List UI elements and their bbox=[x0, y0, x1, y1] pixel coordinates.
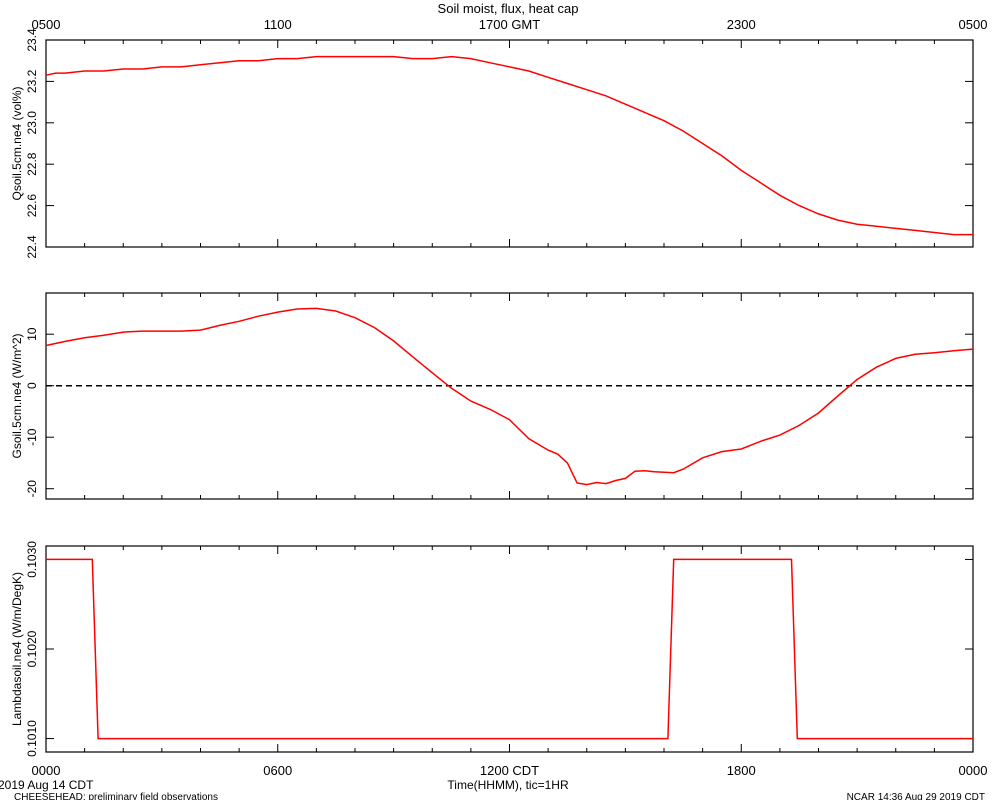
top-axis-label: 0500 bbox=[959, 17, 988, 32]
panel-frame bbox=[45, 292, 974, 500]
top-axis-label: 1700 GMT bbox=[479, 17, 540, 32]
panel-soil-heat-flux-ylabel: Gsoil.5cm.ne4 (W/m^2) bbox=[10, 334, 24, 459]
panel-soil-moisture-ylabel: Qsoil.5cm.ne4 (vol%) bbox=[10, 86, 24, 200]
panel-soil-heat-flux-ytick-labels: -20 -10 0 10 bbox=[25, 327, 39, 497]
soil-moisture-line bbox=[45, 55, 973, 236]
y-tick-label: 10 bbox=[25, 327, 39, 341]
panel-thermal-conductivity-ytick-labels: 0.1010 0.1020 0.1030 bbox=[25, 541, 39, 757]
panel-soil-moisture: 22.4 22.6 22.8 23.0 23.2 23.4 Qsoil.5cm.ne4 (… bbox=[10, 28, 974, 259]
y-tick-label: 22.8 bbox=[25, 152, 39, 176]
bottom-axis-label: 0000 bbox=[32, 763, 61, 778]
bottom-axis-label: 0600 bbox=[263, 763, 292, 778]
footer-project: CHEESEHEAD: preliminary field observatio… bbox=[14, 792, 218, 800]
bottom-axis-label: 1800 bbox=[727, 763, 756, 778]
top-axis-label: 0500 bbox=[32, 17, 61, 32]
y-tick-label: 0.1030 bbox=[25, 541, 39, 578]
panel-soil-heat-flux: -20 -10 0 10 Gsoil.5cm.ne4 (W/m^2) bbox=[10, 292, 974, 500]
bottom-axis-label: 0000 bbox=[959, 763, 988, 778]
chart-title: Soil moist, flux, heat cap bbox=[438, 1, 579, 16]
panel-thermal-conductivity: 0.1010 0.1020 0.1030 Lambdasoil.ne4 (W/m/D… bbox=[10, 541, 974, 757]
x-axis-label: Time(HHMM), tic=1HR bbox=[447, 778, 569, 792]
soil-heat-flux-line bbox=[45, 307, 974, 486]
y-tick-label: 22.4 bbox=[25, 235, 39, 259]
y-tick-label: -20 bbox=[25, 480, 39, 498]
footer-stamp: NCAR 14:36 Aug 29 2019 CDT bbox=[847, 792, 985, 800]
y-tick-label: 23.2 bbox=[25, 69, 39, 93]
bottom-axis-label: 1200 CDT bbox=[480, 763, 539, 778]
y-tick-label: 0 bbox=[25, 382, 39, 389]
y-tick-label: 22.6 bbox=[25, 194, 39, 218]
panel-soil-moisture-ticks bbox=[45, 39, 974, 248]
panel-frame bbox=[45, 545, 974, 753]
footer-date: 2019 Aug 14 CDT bbox=[0, 778, 94, 792]
top-axis-labels: 0500 1100 1700 GMT 2300 0500 bbox=[32, 17, 988, 32]
top-axis-label: 1100 bbox=[264, 17, 292, 32]
y-tick-label: 23.0 bbox=[25, 111, 39, 135]
y-tick-label: 23.4 bbox=[25, 28, 39, 52]
panel-frame bbox=[45, 39, 974, 248]
panel-soil-moisture-ytick-labels: 22.4 22.6 22.8 23.0 23.2 23.4 bbox=[25, 28, 39, 259]
bottom-axis-labels: 0000 0600 1200 CDT 1800 0000 bbox=[32, 763, 988, 778]
panel-thermal-conductivity-ticks bbox=[45, 545, 974, 753]
panel-soil-heat-flux-ticks bbox=[45, 292, 974, 500]
thermal-conductivity-line bbox=[46, 558, 973, 740]
panel-thermal-conductivity-ylabel: Lambdasoil.ne4 (W/m/DegK) bbox=[10, 572, 24, 726]
y-tick-label: -10 bbox=[25, 428, 39, 446]
y-tick-label: 0.1010 bbox=[25, 720, 39, 757]
top-axis-label: 2300 bbox=[727, 17, 756, 32]
y-tick-label: 0.1020 bbox=[25, 630, 39, 667]
